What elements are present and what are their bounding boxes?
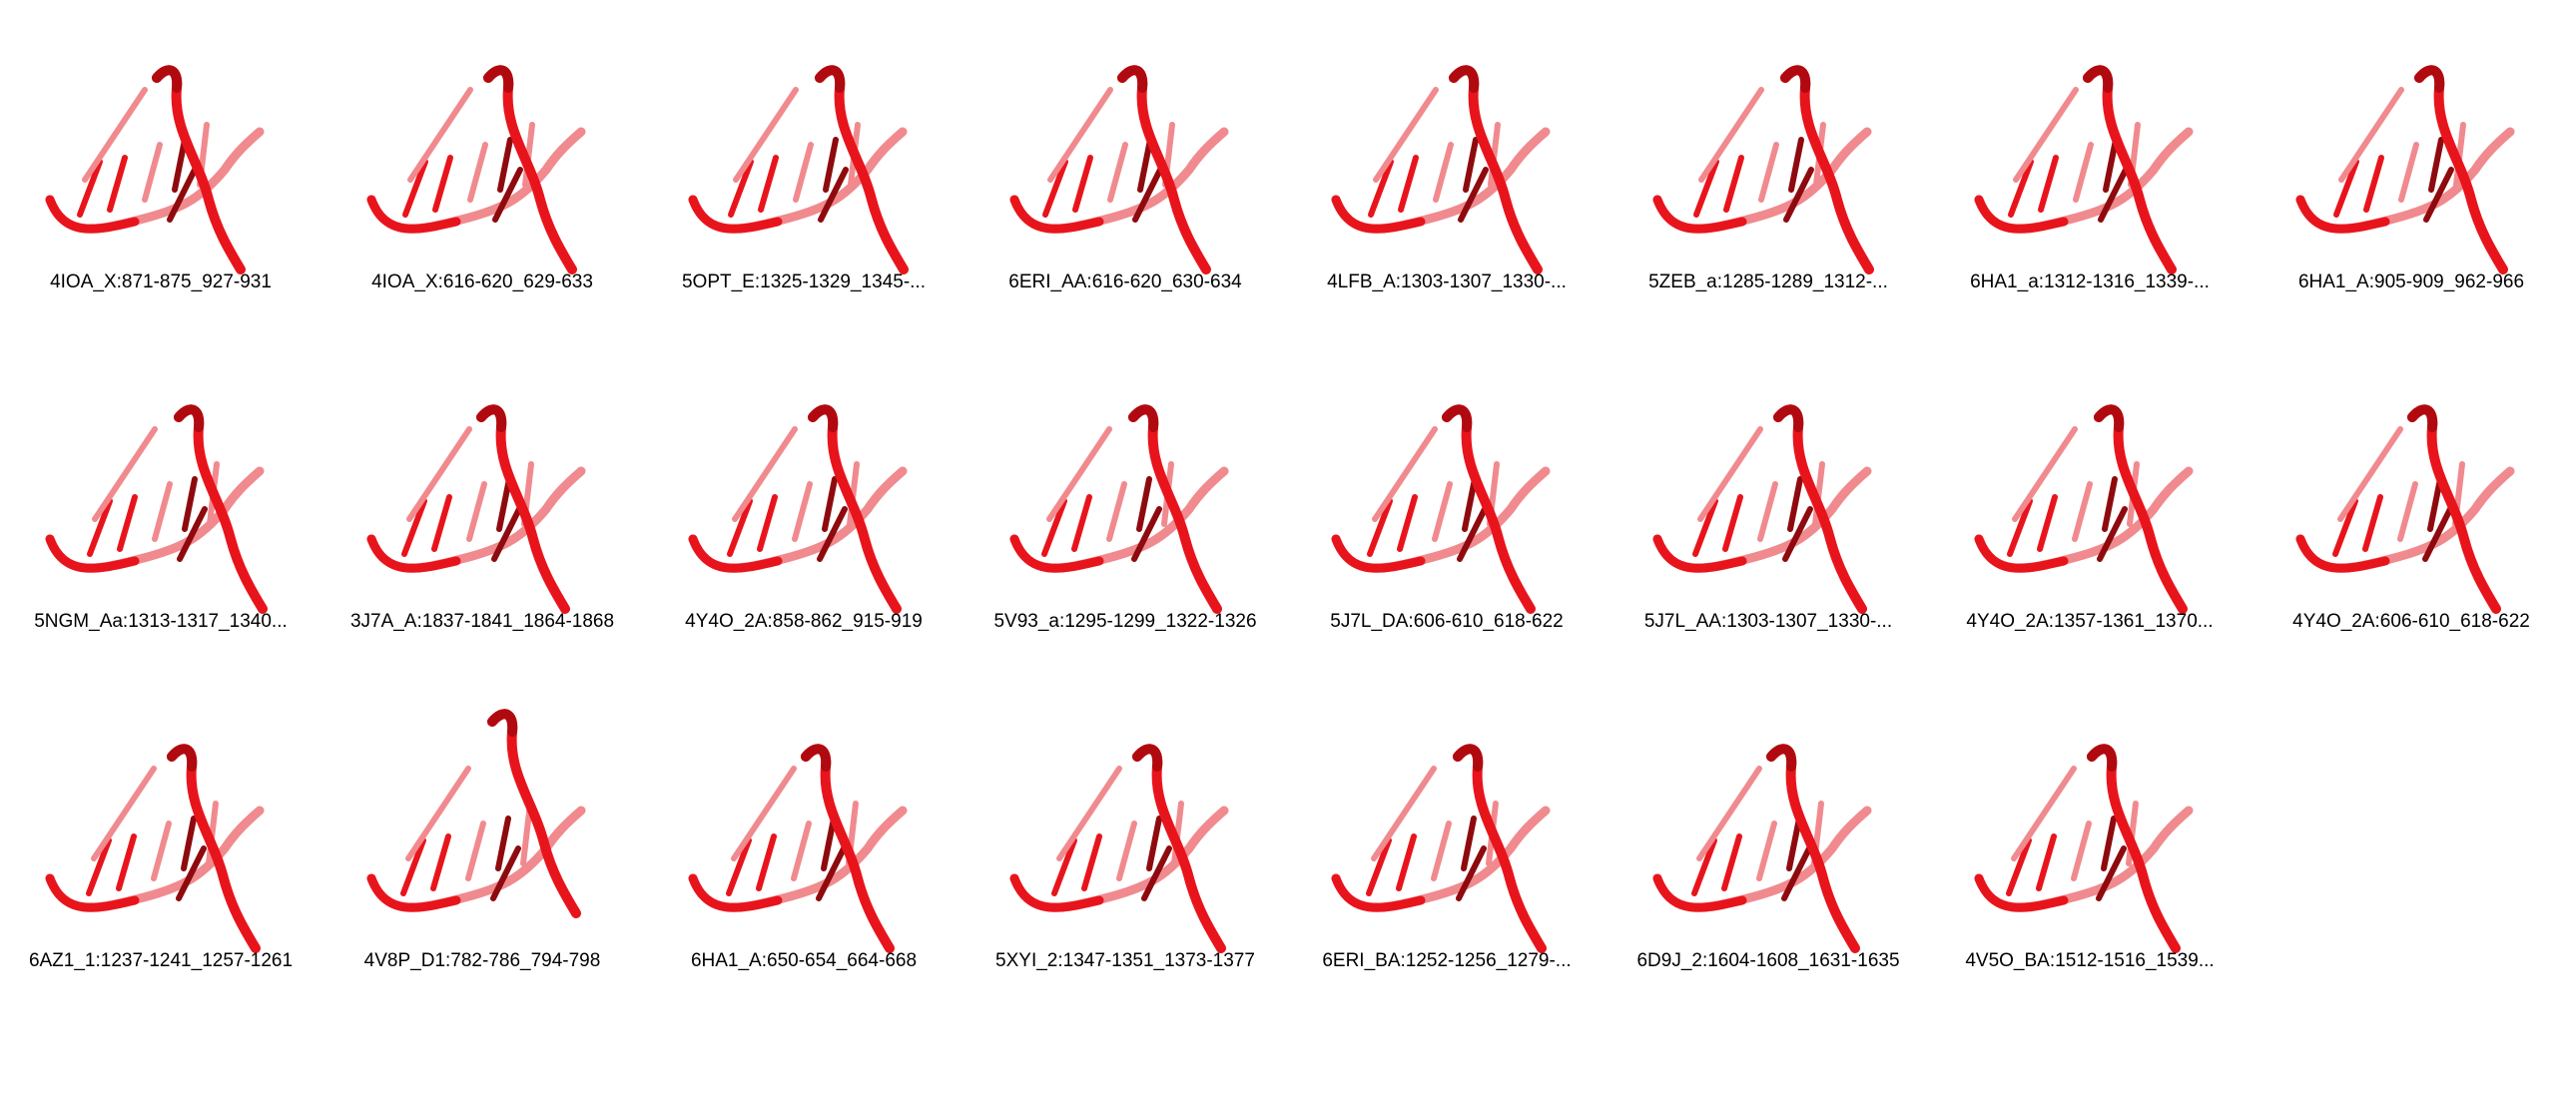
structure-label: 4LFB_A:1303-1307_1330-... (1327, 272, 1567, 292)
structure-label: 6HA1_A:905-909_962-966 (2297, 272, 2525, 292)
structure-label: 4Y4O_2A:1357-1361_1370... (1966, 611, 2214, 632)
rna-structure-render (1974, 65, 2194, 274)
rna-structure-render (366, 404, 586, 614)
structure-label: 5J7L_DA:606-610_618-622 (1330, 611, 1564, 632)
rna-structure-render (1974, 744, 2194, 953)
structure-thumbnail: 4V5O_BA:1512-1516_1539... (1929, 679, 2251, 1018)
structure-label: 4Y4O_2A:606-610_618-622 (2292, 611, 2530, 632)
rna-structure-render (1331, 744, 1551, 953)
structure-label: 4Y4O_2A:858-862_915-919 (685, 611, 923, 632)
rna-structure-render (45, 744, 265, 953)
structure-thumbnail: 6HA1_a:1312-1316_1339-... (1929, 0, 2251, 339)
structure-thumbnail: 5J7L_DA:606-610_618-622 (1286, 339, 1608, 679)
rna-structure-render (366, 65, 586, 274)
structure-label: 6HA1_a:1312-1316_1339-... (1970, 272, 2210, 292)
structure-thumbnail: 6ERI_AA:616-620_630-634 (965, 0, 1286, 339)
structure-label: 5ZEB_a:1285-1289_1312-... (1648, 272, 1888, 292)
structure-thumbnail: 5V93_a:1295-1299_1322-1326 (965, 339, 1286, 679)
structure-label: 5J7L_AA:1303-1307_1330-... (1643, 611, 1893, 632)
structure-thumbnail: 6ERI_BA:1252-1256_1279-... (1286, 679, 1608, 1018)
structure-thumbnail: 4Y4O_2A:858-862_915-919 (643, 339, 965, 679)
structure-label: 6HA1_A:650-654_664-668 (690, 950, 918, 971)
rna-structure-render (1652, 744, 1872, 953)
structure-thumbnail: 4Y4O_2A:1357-1361_1370... (1929, 339, 2251, 679)
structure-label: 4IOA_X:616-620_629-633 (371, 272, 593, 292)
structure-thumbnail: 5ZEB_a:1285-1289_1312-... (1608, 0, 1929, 339)
rna-structure-render (1331, 65, 1551, 274)
rna-structure-render (1009, 404, 1229, 614)
rna-structure-render (1974, 404, 2194, 614)
structure-thumbnail: 6D9J_2:1604-1608_1631-1635 (1608, 679, 1929, 1018)
structure-label: 5NGM_Aa:1313-1317_1340... (34, 611, 288, 632)
structure-thumbnail: 6HA1_A:905-909_962-966 (2251, 0, 2572, 339)
structure-label: 4V8P_D1:782-786_794-798 (363, 950, 601, 971)
rna-structure-render (1009, 744, 1229, 953)
structure-thumbnail: 5J7L_AA:1303-1307_1330-... (1608, 339, 1929, 679)
structure-thumbnail: 4IOA_X:616-620_629-633 (322, 0, 643, 339)
structure-thumbnail: 3J7A_A:1837-1841_1864-1868 (322, 339, 643, 679)
structure-thumbnail: 5OPT_E:1325-1329_1345-... (643, 0, 965, 339)
structure-thumbnail: 4V8P_D1:782-786_794-798 (322, 679, 643, 1018)
rna-structure-render (688, 404, 908, 614)
rna-structure-render (366, 709, 586, 918)
rna-structure-render (688, 744, 908, 953)
structure-thumbnail: 6HA1_A:650-654_664-668 (643, 679, 965, 1018)
structure-label: 3J7A_A:1837-1841_1864-1868 (349, 611, 615, 632)
rna-structure-render (1331, 404, 1551, 614)
rna-structure-render (2295, 65, 2515, 274)
structure-label: 4V5O_BA:1512-1516_1539... (1965, 950, 2215, 971)
structure-label: 6ERI_AA:616-620_630-634 (1008, 272, 1242, 292)
structure-label: 4IOA_X:871-875_927-931 (50, 272, 272, 292)
structure-label: 5V93_a:1295-1299_1322-1326 (993, 611, 1257, 632)
rna-structure-render (1652, 65, 1874, 274)
rna-structure-render (688, 65, 909, 274)
structure-label: 6AZ1_1:1237-1241_1257-1261 (28, 950, 294, 971)
structure-label: 5XYI_2:1347-1351_1373-1377 (995, 950, 1255, 971)
rna-structure-render (2295, 404, 2515, 614)
structure-label: 6D9J_2:1604-1608_1631-1635 (1636, 950, 1900, 971)
structure-label: 6ERI_BA:1252-1256_1279-... (1322, 950, 1572, 971)
structure-thumbnail: 6AZ1_1:1237-1241_1257-1261 (0, 679, 322, 1018)
structure-thumbnail: 5XYI_2:1347-1351_1373-1377 (965, 679, 1286, 1018)
structure-label: 5OPT_E:1325-1329_1345-... (681, 272, 926, 292)
rna-structure-render (1009, 65, 1229, 274)
rna-structure-render (45, 65, 265, 274)
structure-thumbnail: 5NGM_Aa:1313-1317_1340... (0, 339, 322, 679)
structure-thumbnail: 4Y4O_2A:606-610_618-622 (2251, 339, 2572, 679)
rna-structure-render (45, 404, 268, 614)
structure-thumbnail: 4IOA_X:871-875_927-931 (0, 0, 322, 339)
structure-thumbnail: 4LFB_A:1303-1307_1330-... (1286, 0, 1608, 339)
rna-structure-render (1652, 404, 1872, 614)
